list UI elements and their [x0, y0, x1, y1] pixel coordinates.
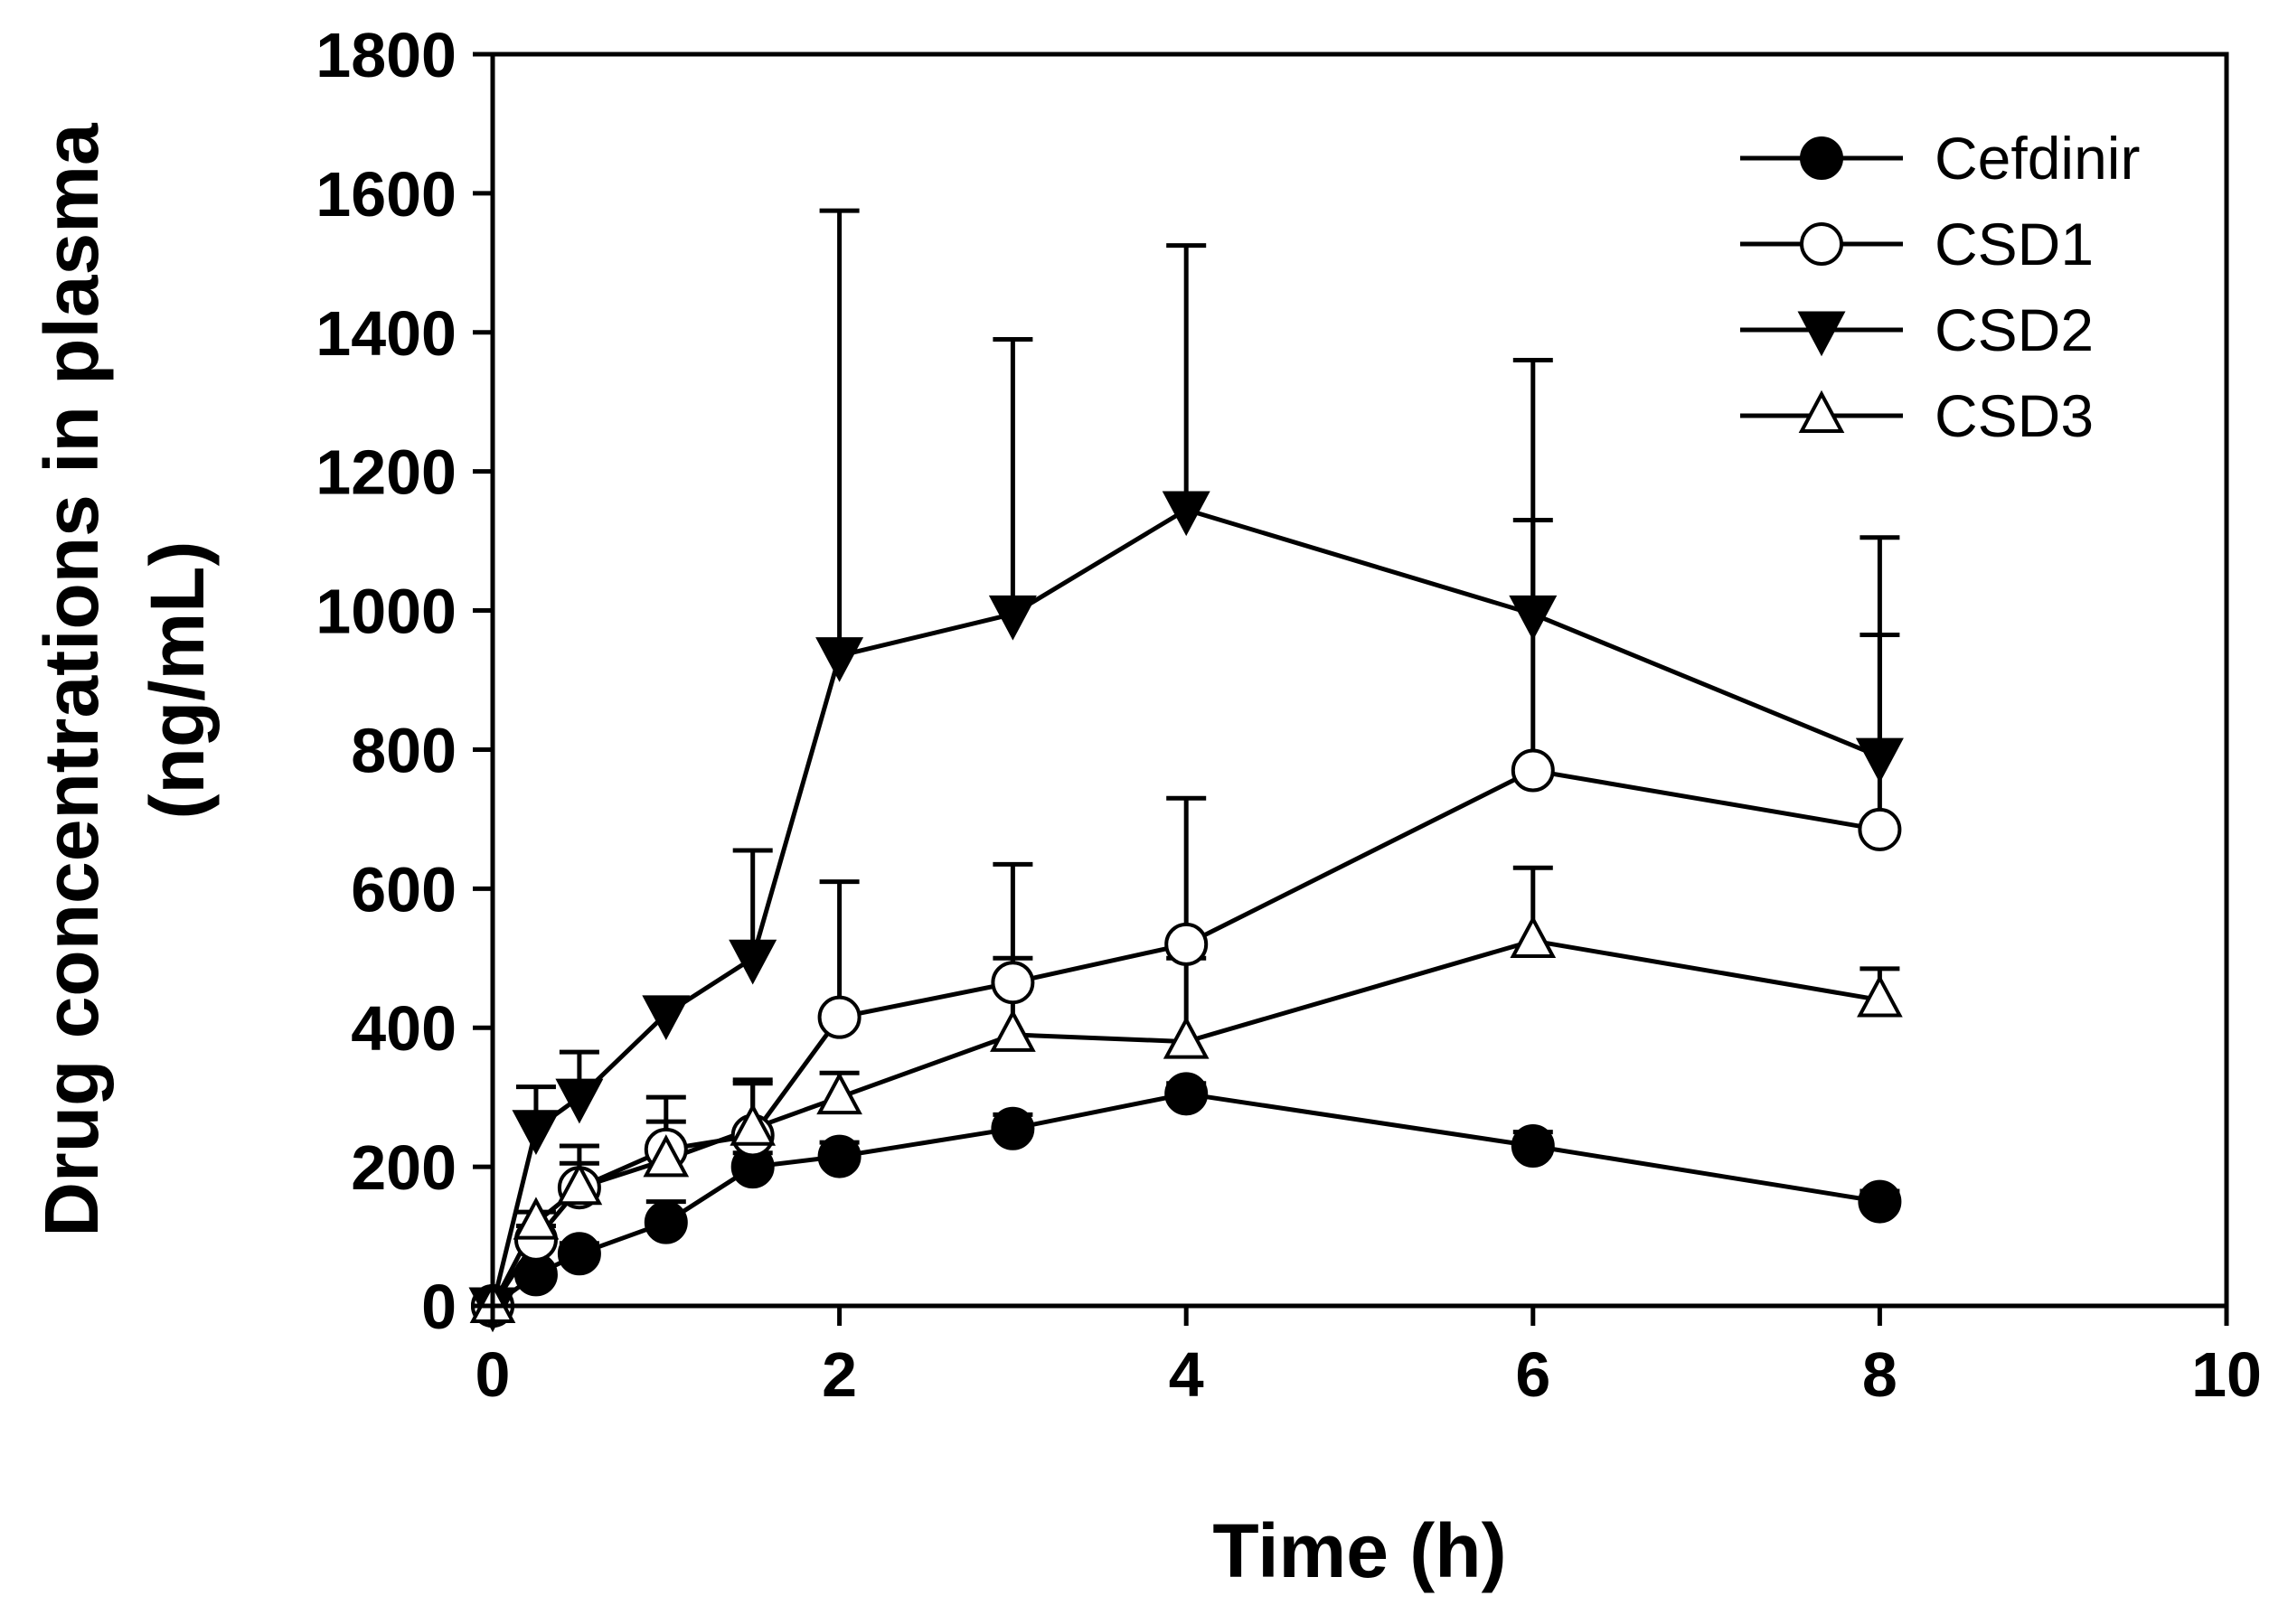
cefdinir-point	[1858, 1179, 1902, 1224]
x-tick-label: 4	[1169, 1339, 1204, 1410]
legend-marker-csd3	[1798, 390, 1845, 433]
y-tick-label: 400	[351, 993, 457, 1064]
csd1-point	[817, 995, 862, 1039]
csd3-point	[1857, 974, 1903, 1018]
csd1-point	[1858, 807, 1902, 851]
plot-frame	[490, 52, 2229, 1309]
legend-marker-csd2	[1797, 311, 1846, 357]
y-tick-label: 1000	[315, 577, 457, 647]
csd3-point	[556, 1161, 603, 1206]
csd3-point	[513, 1197, 560, 1240]
y-axis-title-line-1: Drug concentrations in plasma	[29, 122, 114, 1237]
y-tick-label: 0	[421, 1272, 457, 1342]
csd2-point	[642, 995, 691, 1041]
y-tick-label: 1200	[315, 437, 457, 508]
error-bars-layer	[515, 208, 1900, 1275]
axis-ticks-layer: 0 2 4 6 8 10 0 200 400 600 800 1000 1200 1400 1600 1800	[315, 20, 2262, 1410]
y-tick-label: 1600	[315, 159, 457, 230]
markers-layer	[468, 491, 1904, 1333]
csd3-point	[730, 1103, 777, 1146]
y-tick-label: 200	[351, 1132, 457, 1203]
csd3-point	[643, 1134, 690, 1178]
csd2-point	[1509, 595, 1558, 641]
legend-marker-cefdinir	[1800, 136, 1843, 180]
csd3-point	[990, 1009, 1036, 1052]
legend-label-csd3: CSD3	[1935, 382, 2094, 449]
csd2-point	[988, 595, 1037, 641]
csd1-point	[1164, 922, 1209, 966]
cefdinir-point	[991, 1106, 1035, 1150]
cefdinir-point	[1164, 1072, 1209, 1116]
csd1-line	[490, 768, 1880, 1308]
y-tick-label: 1400	[315, 298, 457, 369]
csd3-line	[490, 938, 1880, 1308]
legend-marker-csd1	[1800, 222, 1843, 266]
csd3-point	[1510, 915, 1557, 959]
cefdinir-point	[817, 1134, 862, 1178]
legend: Cefdinir CSD1 CSD2 CSD3	[1740, 125, 2140, 449]
x-tick-label: 8	[1862, 1339, 1897, 1410]
x-axis-title: Time (h)	[1212, 1508, 1506, 1593]
legend-label-csd2: CSD2	[1935, 296, 2094, 363]
csd2-point	[729, 939, 777, 985]
x-tick-label: 2	[822, 1339, 857, 1410]
csd1-point	[1511, 748, 1555, 793]
legend-label-csd1: CSD1	[1935, 211, 2094, 277]
cefdinir-point	[644, 1200, 688, 1244]
csd2-point	[512, 1110, 560, 1155]
legend-label-cefdinir: Cefdinir	[1935, 125, 2140, 192]
csd2-point	[1855, 737, 1904, 784]
csd1-point	[991, 961, 1035, 1005]
cefdinir-point	[557, 1232, 601, 1276]
cefdinir-line	[491, 1091, 1880, 1309]
csd2-point	[555, 1078, 604, 1124]
y-tick-label: 1800	[315, 20, 457, 90]
csd2-point	[1162, 491, 1210, 537]
csd3-point	[816, 1071, 862, 1115]
x-tick-label: 10	[2191, 1339, 2262, 1410]
csd2-point	[815, 637, 864, 682]
x-tick-label: 0	[475, 1339, 511, 1410]
csd3-point	[1163, 1016, 1210, 1059]
y-tick-label: 600	[351, 854, 457, 925]
y-axis-title-line-2: (ng/mL)	[135, 541, 220, 820]
cefdinir-point	[1511, 1124, 1555, 1169]
x-tick-label: 6	[1515, 1339, 1550, 1410]
y-tick-label: 800	[351, 715, 457, 785]
